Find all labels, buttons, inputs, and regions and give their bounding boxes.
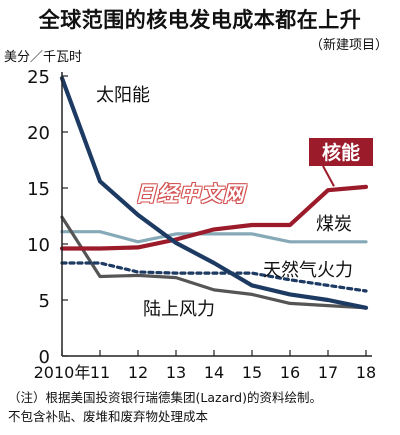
x-tick-label: 13 bbox=[166, 363, 186, 382]
x-tick-label: 11 bbox=[90, 363, 110, 382]
series-label-gas: 天然气火力 bbox=[263, 260, 353, 281]
series-line-0 bbox=[59, 76, 369, 310]
y-tick-label: 25 bbox=[27, 67, 50, 88]
x-tick-label: 17 bbox=[318, 363, 338, 382]
series-line-3 bbox=[60, 261, 368, 293]
series-line-1 bbox=[59, 184, 369, 251]
axes bbox=[61, 72, 372, 357]
x-tick-label: 14 bbox=[204, 363, 224, 382]
footnote-line-2: 不包含补贴、废堆和废弃物处理成本 bbox=[8, 409, 209, 424]
series-label-nuclear-pointer bbox=[322, 165, 335, 187]
series-label-nuclear-badge bbox=[309, 138, 373, 166]
series-line-4 bbox=[60, 215, 368, 310]
x-tick-label: 2010年 bbox=[34, 363, 91, 382]
y-axis-label: 美分／千瓦时 bbox=[4, 50, 83, 65]
y-tick-label: 5 bbox=[39, 291, 50, 312]
plot-lines bbox=[59, 76, 369, 310]
x-tick-label: 12 bbox=[128, 363, 148, 382]
series-label-coal: 煤炭 bbox=[316, 214, 352, 235]
series-label-nuclear: 核能 bbox=[322, 141, 360, 164]
x-tick-label: 15 bbox=[242, 363, 262, 382]
series-line-2 bbox=[60, 230, 368, 244]
watermark-logo: 日经中文网 bbox=[135, 182, 245, 206]
footnote: （注）根据美国投资银行瑞德集团(Lazard)的资料绘制。 不包含补贴、废堆和废… bbox=[8, 388, 398, 426]
series-label-solar: 太阳能 bbox=[96, 85, 150, 106]
x-tick-label: 18 bbox=[356, 363, 376, 382]
chart-subtitle: （新建项目） bbox=[309, 38, 388, 53]
y-tick-label: 10 bbox=[27, 235, 50, 256]
y-tick-label: 15 bbox=[27, 179, 50, 200]
y-tick-label: 0 bbox=[39, 347, 50, 368]
tick-labels: 0 5 10 15 20 25 2010年 11 12 13 14 15 16 17 18 bbox=[27, 67, 376, 382]
x-tick-label: 16 bbox=[280, 363, 300, 382]
y-tick-label: 20 bbox=[27, 123, 50, 144]
chart-title: 全球范围的核电发电成本都在上升 bbox=[38, 8, 362, 32]
footnote-line-1: （注）根据美国投资银行瑞德集团(Lazard)的资料绘制。 bbox=[8, 390, 322, 405]
series-label-wind: 陆上风力 bbox=[143, 299, 215, 320]
